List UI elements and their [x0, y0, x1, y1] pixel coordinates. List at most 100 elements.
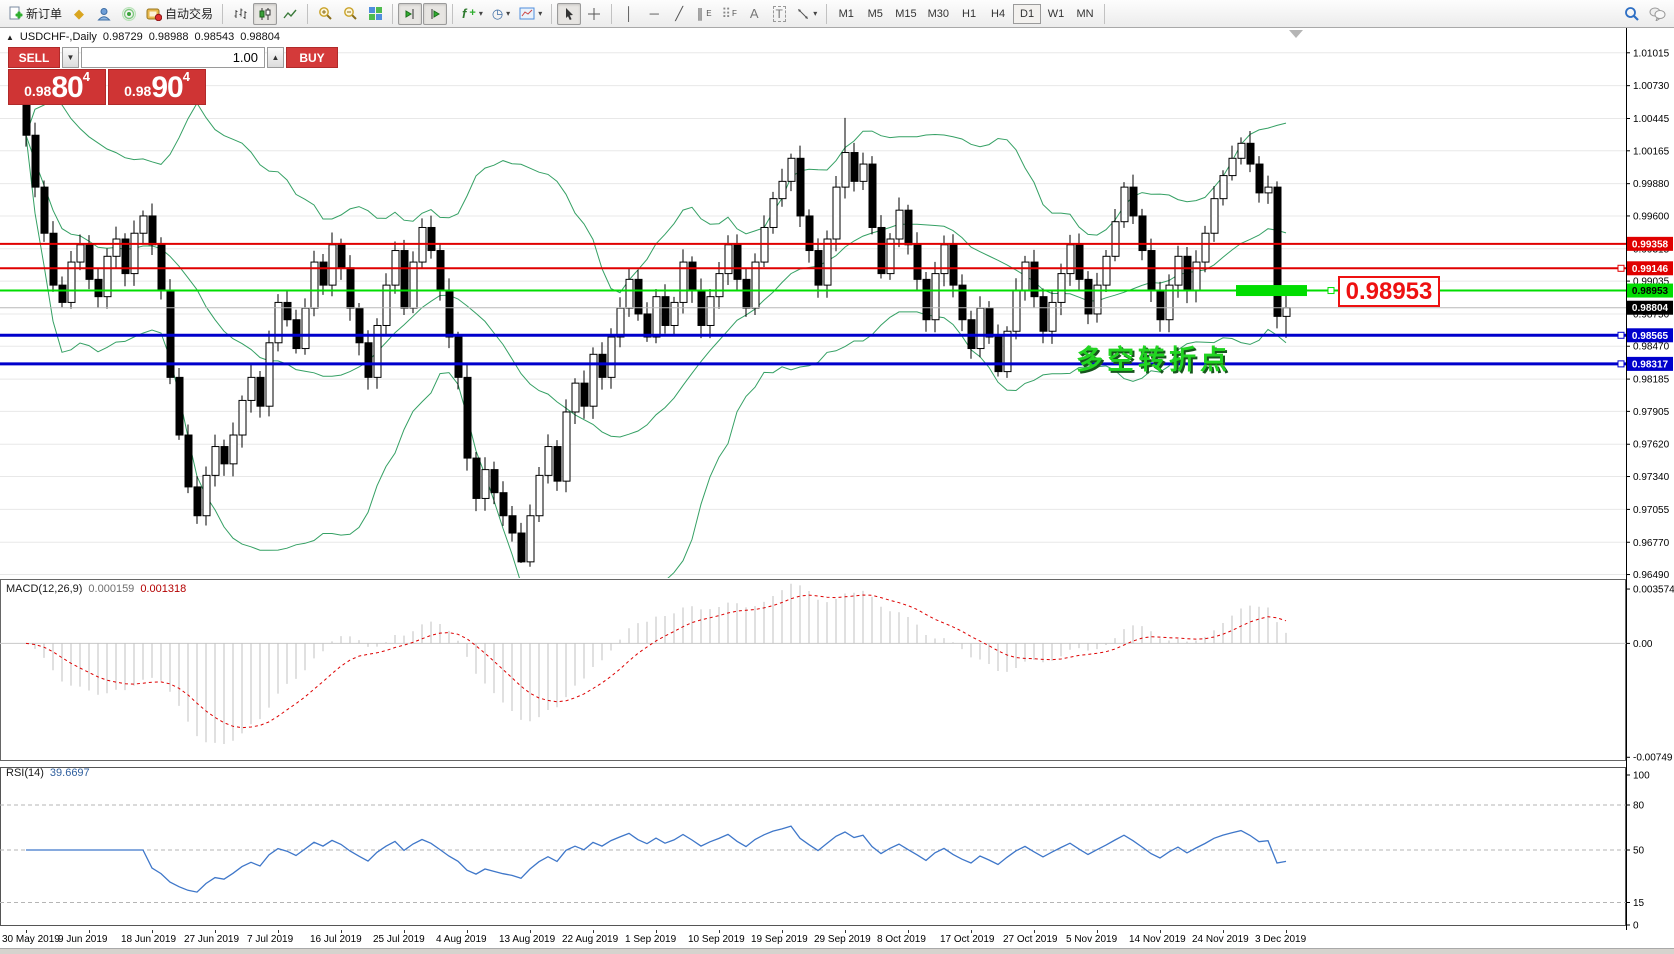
templates-button[interactable]: ▾	[515, 3, 546, 25]
buy-button[interactable]: BUY	[286, 47, 338, 68]
date-label: 27 Jun 2019	[184, 934, 240, 945]
volume-decrease-button[interactable]: ▼	[62, 47, 79, 68]
svg-text:0.99035: 0.99035	[1633, 277, 1670, 288]
window-bottom-edge	[0, 948, 1674, 954]
svg-text:1.00165: 1.00165	[1633, 146, 1670, 157]
turning-point-annotation[interactable]: 多空转折点	[1076, 345, 1231, 375]
timeframe-button-m15[interactable]: M15	[895, 7, 917, 20]
date-tick	[782, 930, 783, 933]
timeframe-button-w1[interactable]: W1	[1047, 7, 1065, 20]
timeframe-button-d1[interactable]: D1	[1013, 3, 1042, 24]
svg-text:0.97055: 0.97055	[1633, 505, 1670, 516]
macd-pane[interactable]: 0.003574 0.00 -0.00749	[0, 578, 1674, 762]
indicators-plus-icon: +	[469, 7, 476, 19]
sell-button[interactable]: SELL	[8, 47, 60, 68]
text-tool-button[interactable]: A	[742, 3, 766, 25]
chat-button[interactable]	[1645, 3, 1670, 25]
horizontal-line-icon: ─	[649, 6, 659, 21]
chart-shift-button[interactable]	[423, 2, 448, 25]
text-label-tool-button[interactable]: T	[767, 3, 791, 25]
svg-text:100: 100	[1633, 771, 1650, 782]
toolbar-separator	[307, 3, 309, 24]
date-label: 24 Nov 2019	[1192, 934, 1249, 945]
crosshair-tool-button[interactable]	[582, 3, 606, 25]
indicators-button[interactable]: f + ▾	[458, 3, 487, 25]
date-label: 1 Sep 2019	[625, 934, 677, 945]
svg-text:0.99358: 0.99358	[1632, 239, 1669, 250]
channel-tool-button[interactable]: ∥ E	[692, 3, 716, 25]
sell-price-box[interactable]: 0.98 80 4	[8, 69, 106, 105]
buy-price-box[interactable]: 0.98 90 4	[108, 69, 206, 105]
timeframe-button-m5[interactable]: M5	[867, 7, 883, 20]
svg-text:1.01015: 1.01015	[1633, 48, 1670, 59]
date-label: 10 Sep 2019	[688, 934, 745, 945]
line-chart-button[interactable]	[278, 3, 302, 25]
timeframe-button-h1[interactable]: H1	[962, 7, 977, 20]
auto-scroll-button[interactable]	[398, 2, 423, 25]
search-button[interactable]	[1620, 3, 1644, 25]
mql-editor-icon: ◆	[74, 6, 85, 21]
buy-price-big: 90	[151, 70, 183, 104]
buy-price-sup: 4	[182, 69, 190, 84]
volume-increase-button[interactable]: ▲	[267, 47, 284, 68]
zoom-in-button[interactable]	[313, 3, 337, 25]
chart-area: 1.01015 1.00730 1.00445 1.00165 0.99880 0.996…	[0, 28, 1674, 954]
bar-chart-button[interactable]	[228, 3, 252, 25]
collapse-panel-arrow[interactable]: ▲	[6, 32, 14, 42]
price-label-annotation[interactable]: 0.98953	[1338, 276, 1440, 307]
timeframe-button-mn[interactable]: MN	[1076, 7, 1094, 20]
svg-text:80: 80	[1633, 801, 1645, 812]
vline-tool-button[interactable]: │	[617, 3, 641, 25]
mql-editor-button[interactable]: ◆	[67, 3, 91, 25]
date-label: 27 Oct 2019	[1003, 934, 1058, 945]
volume-input[interactable]	[81, 47, 265, 68]
zoom-out-icon	[343, 7, 357, 20]
zoom-out-button[interactable]	[338, 3, 362, 25]
svg-text:15: 15	[1633, 898, 1645, 909]
trendline-tool-button[interactable]: ╱	[667, 3, 691, 25]
price-pane[interactable]: 1.01015 1.00730 1.00445 1.00165 0.99880 0.996…	[0, 28, 1674, 578]
autotrading-button[interactable]: 自动交易	[142, 3, 217, 25]
signals-button[interactable]	[117, 3, 141, 25]
chart-shift-marker-icon[interactable]	[1289, 30, 1303, 38]
svg-text:0.99146: 0.99146	[1632, 264, 1669, 275]
rsi-pane[interactable]: 100 80 50 15 0	[0, 762, 1674, 930]
chart-header: ▲ USDCHF-,Daily 0.98729 0.98988 0.98543 …	[6, 31, 280, 43]
date-axis[interactable]: 30 May 2019 9 Jun 2019 18 Jun 2019 27 Jun 2…	[0, 930, 1674, 948]
date-label: 22 Aug 2019	[562, 934, 619, 945]
market-button[interactable]	[92, 3, 116, 25]
date-tick	[1286, 930, 1287, 933]
date-label: 19 Sep 2019	[751, 934, 808, 945]
bar-chart-icon	[234, 8, 247, 19]
macd-name: MACD(12,26,9)	[6, 583, 83, 595]
tile-windows-button[interactable]	[363, 3, 387, 25]
date-tick	[89, 930, 90, 933]
fibonacci-tool-button[interactable]: ⠿ F	[717, 3, 741, 25]
timeframe-button-m30[interactable]: M30	[927, 7, 950, 20]
dropdown-arrow-icon: ▾	[478, 9, 483, 18]
date-tick	[26, 930, 27, 933]
date-label: 9 Jun 2019	[58, 934, 108, 945]
clock-icon: ◷	[491, 6, 504, 21]
date-label: 14 Nov 2019	[1129, 934, 1186, 945]
timeframe-button-h4[interactable]: H4	[991, 7, 1006, 20]
new-order-button[interactable]: 新订单	[4, 3, 66, 25]
candlestick-chart-button[interactable]	[253, 2, 278, 25]
cursor-tool-button[interactable]	[557, 2, 582, 25]
arrows-tool-button[interactable]: ▾	[792, 3, 821, 25]
autotrading-label: 自动交易	[165, 7, 214, 21]
template-icon	[519, 7, 535, 20]
zoom-in-icon	[318, 7, 332, 20]
ohlc-close: 0.98804	[240, 31, 280, 43]
periods-button[interactable]: ◷ ▾	[488, 3, 514, 25]
text-tool-icon: A	[749, 6, 759, 21]
toolbar-separator	[392, 3, 394, 24]
svg-text:1.00445: 1.00445	[1633, 114, 1670, 125]
hline-tool-button[interactable]: ─	[642, 3, 666, 25]
toolbar-separator	[611, 3, 613, 24]
date-tick	[467, 930, 468, 933]
date-tick	[845, 930, 846, 933]
vertical-line-icon: │	[625, 6, 634, 21]
timeframe-button-m1[interactable]: M1	[838, 7, 854, 20]
